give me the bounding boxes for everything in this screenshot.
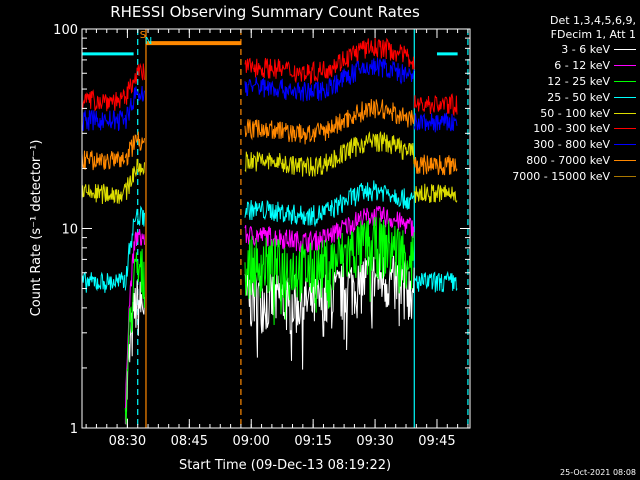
y-tick-label: 1: [70, 422, 78, 437]
legend-entry-swatch: [614, 49, 636, 51]
plot-area: SN 1 10 100 08:30 08:45 09:00 09:15 09:30 09:45: [53, 23, 471, 449]
annotation-marker: S: [140, 30, 146, 41]
legend-entry-label: 6 - 12 keV: [554, 59, 610, 73]
legend-entry-label: 50 - 100 keV: [540, 106, 610, 120]
x-tick-label: 09:30: [356, 434, 393, 449]
legend-entry: 100 - 300 keV: [478, 121, 636, 137]
legend-entry-swatch: [614, 96, 636, 98]
legend-header-line: Det 1,3,4,5,6,9,: [549, 14, 636, 27]
y-axis-label: Count Rate (s⁻¹ detector⁻¹): [29, 140, 44, 317]
legend-entry-label: 3 - 6 keV: [561, 43, 610, 57]
legend-entry: 3 - 6 keV: [478, 42, 636, 58]
legend-entry: 7000 - 15000 keV: [478, 168, 636, 184]
legend-entry: 25 - 50 keV: [478, 89, 636, 105]
legend-entry-label: 25 - 50 keV: [547, 90, 610, 104]
legend-entry: 50 - 100 keV: [478, 105, 636, 121]
chart-title: RHESSI Observing Summary Count Rates: [110, 3, 420, 21]
legend-entry-swatch: [614, 144, 636, 146]
legend-entry-label: 7000 - 15000 keV: [512, 169, 610, 183]
series-line: [81, 130, 458, 205]
legend-entry-swatch: [614, 80, 636, 82]
legend-header: Det 1,3,4,5,6,9, FDecim 1, Att 1: [478, 14, 636, 42]
legend-entry: 300 - 800 keV: [478, 137, 636, 153]
legend-entry: 6 - 12 keV: [478, 58, 636, 74]
series-line: [81, 98, 458, 176]
x-tick-label: 09:45: [418, 434, 455, 449]
legend-entry-swatch: [614, 175, 636, 177]
legend-entry-swatch: [614, 65, 636, 67]
legend-entry-swatch: [614, 128, 636, 130]
legend-entry: 800 - 7000 keV: [478, 153, 636, 169]
legend-entry: 12 - 25 keV: [478, 74, 636, 90]
legend-entry-label: 300 - 800 keV: [533, 138, 610, 152]
legend-entry-swatch: [614, 112, 636, 114]
series-line: [124, 216, 415, 424]
series-line: [124, 205, 415, 424]
x-axis-label: Start Time (09-Dec-13 08:19:22): [179, 458, 391, 473]
legend: Det 1,3,4,5,6,9, FDecim 1, Att 1 3 - 6 k…: [478, 14, 636, 184]
series-line: [81, 57, 458, 133]
x-tick-label: 08:30: [109, 434, 146, 449]
x-tick-label: 08:45: [171, 434, 208, 449]
y-tick-label: 10: [61, 223, 78, 238]
legend-entry-label: 100 - 300 keV: [533, 122, 610, 136]
series-line: [81, 37, 458, 117]
x-tick-label: 09:15: [294, 434, 331, 449]
y-tick-label: 100: [53, 23, 78, 38]
legend-entry-swatch: [614, 159, 636, 161]
series-line: [81, 180, 458, 293]
legend-entry-label: 12 - 25 keV: [547, 74, 610, 88]
annotation-marker: N: [145, 36, 152, 47]
x-tick-label: 09:00: [232, 434, 269, 449]
legend-entry-label: 800 - 7000 keV: [526, 153, 610, 167]
legend-header-line: FDecim 1, Att 1: [550, 28, 636, 41]
timestamp: 25-Oct-2021 08:08: [560, 468, 636, 477]
